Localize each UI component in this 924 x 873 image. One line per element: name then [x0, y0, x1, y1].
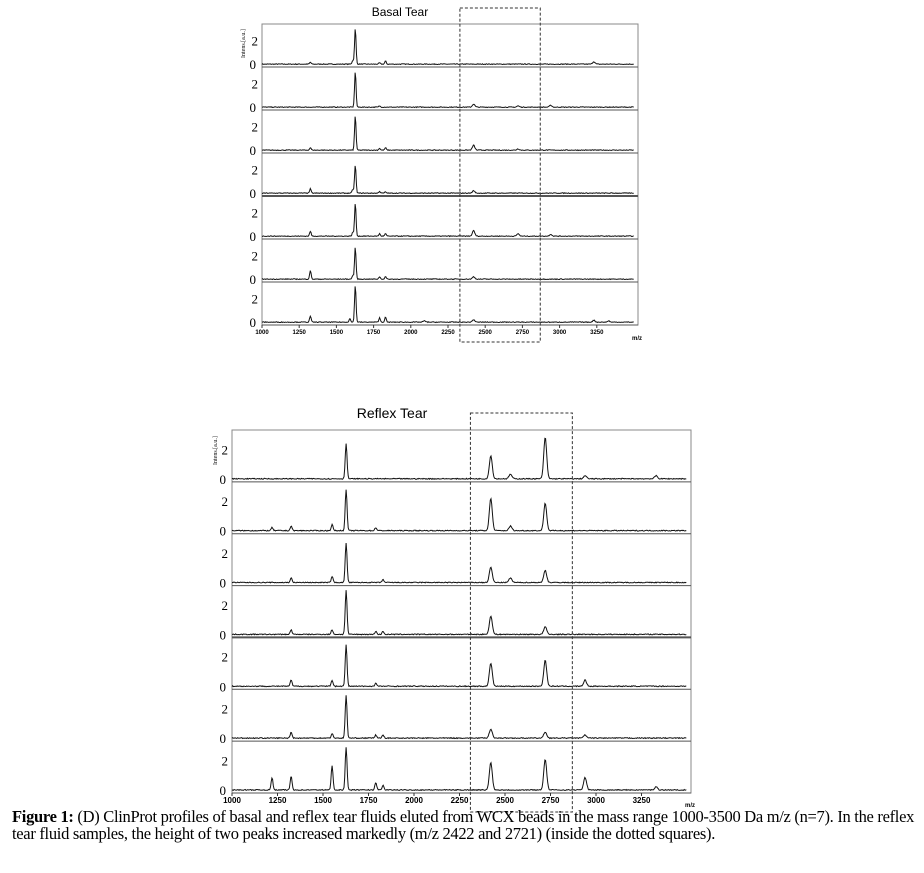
chart-title: Basal Tear [372, 5, 428, 19]
x-tick-label: 3250 [590, 330, 604, 336]
y-tick-label: 2 [252, 291, 259, 306]
y-tick-label: 2 [222, 702, 229, 717]
spectrum-trace [262, 72, 634, 109]
y-tick-label: 0 [220, 783, 227, 798]
y-axis-label: Intens.[a.u.] [213, 436, 219, 465]
y-tick-label: 2 [222, 546, 229, 561]
spectrum-trace [262, 116, 634, 152]
y-tick-label: 0 [220, 679, 227, 694]
spectrum-trace [231, 437, 687, 480]
y-tick-label: 2 [222, 442, 229, 457]
x-tick-label: 1250 [269, 796, 287, 805]
y-tick-label: 0 [250, 315, 257, 330]
y-tick-label: 0 [220, 731, 227, 746]
x-tick-label: 1750 [360, 796, 378, 805]
x-tick-label: 2500 [496, 796, 514, 805]
x-tick-label: 2750 [516, 330, 530, 336]
chart-title: Reflex Tear [357, 405, 428, 421]
x-tick-label: 1500 [330, 330, 344, 336]
y-tick-label: 0 [250, 272, 257, 287]
y-tick-label: 2 [252, 248, 259, 263]
y-tick-label: 2 [222, 494, 229, 509]
y-tick-label: 0 [250, 100, 257, 115]
y-tick-label: 2 [252, 76, 259, 91]
y-tick-label: 2 [252, 119, 259, 134]
x-tick-label: 2250 [451, 796, 469, 805]
y-axis-label: Intens.[a.u.] [241, 29, 247, 58]
spectrum-trace [261, 29, 634, 66]
x-tick-label: 3250 [633, 796, 651, 805]
spectrum-trace [261, 247, 634, 281]
caption-label: Figure 1: [12, 807, 74, 826]
x-tick-label: 2500 [479, 330, 493, 336]
highlight-dotted-box [469, 412, 573, 813]
spectrum-trace [231, 747, 687, 792]
x-tick-label: 1750 [367, 330, 381, 336]
x-tick-label: 1000 [223, 796, 241, 805]
spectrum-trace [231, 644, 687, 688]
highlight-dotted-box [459, 7, 541, 343]
x-tick-label: 3000 [553, 330, 567, 336]
x-tick-label: 3000 [587, 796, 605, 805]
x-tick-label: 2000 [404, 330, 418, 336]
spectrum-trace [232, 542, 687, 584]
x-tick-label: 2750 [542, 796, 560, 805]
x-axis-label: m/z [685, 803, 695, 809]
caption-text: (D) ClinProt profiles of basal and refle… [12, 807, 915, 843]
spectrum-trace [261, 204, 634, 238]
y-tick-label: 0 [220, 576, 227, 591]
spectrum-trace [261, 165, 634, 195]
y-tick-label: 0 [250, 229, 257, 244]
spectrum-trace [261, 286, 634, 324]
x-tick-label: 1500 [314, 796, 332, 805]
spectrum-trace [231, 489, 687, 532]
plot-frame [261, 23, 639, 326]
y-tick-label: 2 [252, 205, 259, 220]
y-tick-label: 2 [222, 753, 229, 768]
y-tick-label: 0 [250, 57, 257, 72]
y-tick-label: 2 [252, 162, 259, 177]
y-tick-label: 2 [222, 598, 229, 613]
y-tick-label: 0 [220, 472, 227, 487]
x-tick-label: 2250 [441, 330, 455, 336]
spectrum-trace [231, 695, 687, 740]
y-tick-label: 0 [220, 627, 227, 642]
x-tick-label: 1000 [255, 330, 269, 336]
x-tick-label: 1250 [293, 330, 307, 336]
figure-caption: Figure 1: (D) ClinProt profiles of basal… [12, 808, 922, 842]
spectrum-trace [231, 590, 687, 636]
y-tick-label: 0 [250, 186, 257, 201]
y-tick-label: 0 [220, 524, 227, 539]
x-axis-label: m/z [632, 336, 642, 342]
x-tick-label: 2000 [405, 796, 423, 805]
y-tick-label: 2 [222, 650, 229, 665]
y-tick-label: 0 [250, 143, 257, 158]
y-tick-label: 2 [252, 33, 259, 48]
